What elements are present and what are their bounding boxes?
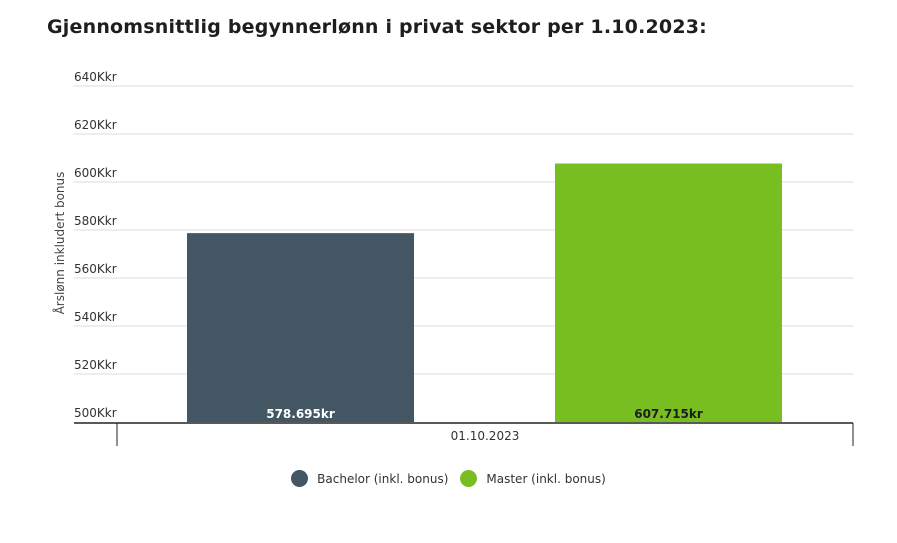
x-tick-label: 01.10.2023 (451, 429, 520, 443)
legend-swatch-master (460, 470, 478, 487)
y-axis-label: Årslønn inkludert bonus (52, 172, 67, 315)
data-label: 578.695kr (266, 407, 335, 421)
bar-master[interactable] (555, 163, 782, 422)
legend-item-bachelor[interactable]: Bachelor (inkl. bonus) (291, 470, 448, 487)
y-tick-label: 580Kkr (74, 214, 117, 228)
legend-swatch-bachelor (291, 470, 309, 487)
y-tick-label: 540Kkr (74, 310, 117, 324)
legend-item-master[interactable]: Master (inkl. bonus) (460, 470, 606, 487)
x-axis: 01.10.2023 (74, 422, 854, 446)
y-tick-label: 620Kkr (74, 118, 117, 132)
y-tick-label: 640Kkr (74, 70, 117, 84)
y-tick-label: 500Kkr (74, 406, 117, 420)
bar-bachelor[interactable] (187, 233, 414, 422)
y-tick-label: 600Kkr (74, 166, 117, 180)
chart-title: Gjennomsnittlig begynnerlønn i privat se… (47, 16, 707, 38)
bars: 578.695kr 607.715kr (187, 163, 782, 422)
y-tick-label: 520Kkr (74, 358, 117, 372)
legend: Bachelor (inkl. bonus) Master (inkl. bon… (0, 470, 897, 487)
legend-label-master: Master (inkl. bonus) (486, 471, 606, 486)
data-label: 607.715kr (634, 407, 703, 421)
legend-label-bachelor: Bachelor (inkl. bonus) (317, 471, 449, 486)
y-axis-ticks: 500Kkr 520Kkr 540Kkr 560Kkr 580Kkr 600Kkr 620K… (74, 70, 117, 420)
y-tick-label: 560Kkr (74, 262, 117, 276)
